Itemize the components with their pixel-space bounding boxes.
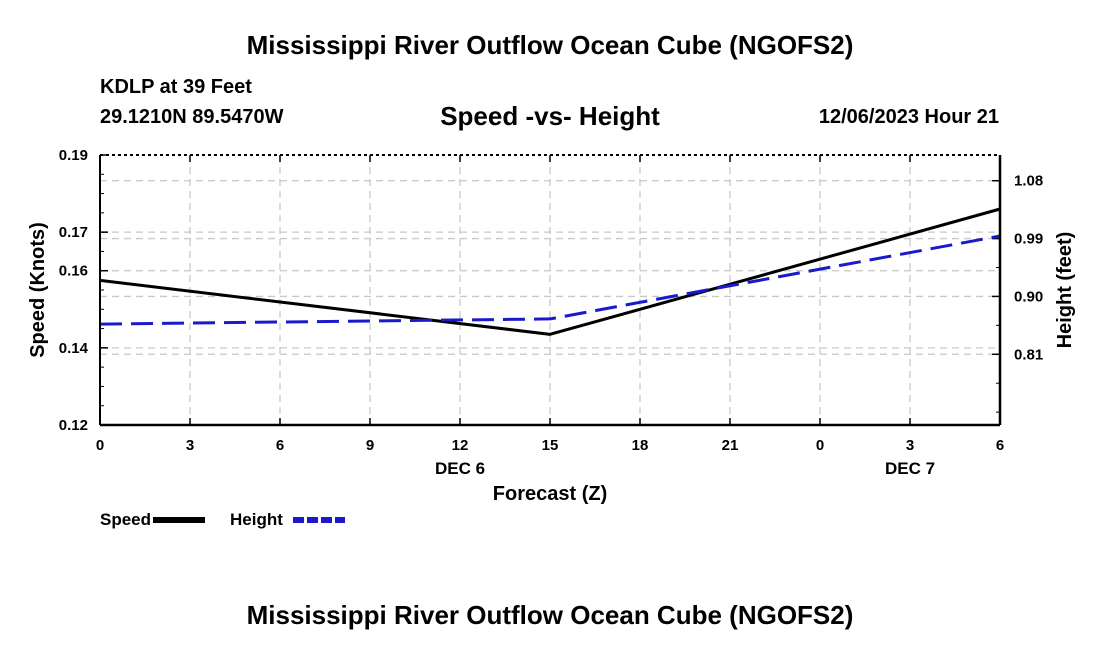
y-axis-title: Speed (Knots) [27, 222, 49, 358]
y-tick-label: 0.16 [59, 263, 88, 280]
y-tick-label: 0.14 [59, 340, 89, 357]
x-tick-label: 18 [632, 437, 649, 454]
station-label: KDLP at 39 Feet [100, 76, 252, 98]
x-tick-label: 6 [996, 437, 1004, 454]
x-tick-label: 3 [906, 437, 914, 454]
x-tick-label: 12 [452, 437, 469, 454]
date-label: DEC 7 [885, 459, 935, 478]
y2-tick-label: 0.90 [1014, 288, 1043, 305]
grid-lines [100, 155, 1000, 425]
x-tick-label: 6 [276, 437, 284, 454]
y2-tick-label: 0.81 [1014, 346, 1043, 363]
x-tick-label: 3 [186, 437, 194, 454]
x-tick-label: 21 [722, 437, 739, 454]
y-tick-label: 0.17 [59, 224, 88, 241]
x-axis-title: Forecast (Z) [493, 483, 607, 505]
y2-tick-label: 1.08 [1014, 173, 1043, 190]
x-tick-label: 15 [542, 437, 559, 454]
series-speed-line [99, 207, 1001, 336]
y2-axis-title: Height (feet) [1054, 232, 1076, 349]
speed-height-chart: 0 3 6 9 12 15 18 21 0 3 6 0.12 0.14 0.16 0.17 0.19 0.81 0… [27, 147, 1076, 529]
x-tick-label: 9 [366, 437, 374, 454]
y2-tick-label: 0.99 [1014, 231, 1043, 248]
legend: Speed Height [100, 510, 345, 529]
x-tick-label: 0 [96, 437, 104, 454]
legend-label-height: Height [230, 510, 283, 529]
x-tick-label: 0 [816, 437, 824, 454]
page-title-bottom: Mississippi River Outflow Ocean Cube (NG… [246, 600, 854, 630]
date-label: DEC 6 [435, 459, 485, 478]
page-title: Mississippi River Outflow Ocean Cube (NG… [246, 30, 854, 60]
station-coords: 29.1210N 89.5470W [100, 106, 284, 128]
chart-title: Speed -vs- Height [440, 101, 660, 131]
plot-frame [99, 154, 1002, 427]
y-tick-label: 0.19 [59, 147, 88, 164]
axis-labels: 0 3 6 9 12 15 18 21 0 3 6 0.12 0.14 0.16 0.17 0.19 0.81 0… [27, 147, 1076, 505]
series-lines [99, 207, 1001, 336]
series-height-line [99, 234, 1001, 326]
y-tick-label: 0.12 [59, 417, 88, 434]
forecast-timestamp: 12/06/2023 Hour 21 [818, 106, 999, 128]
legend-label-speed: Speed [100, 510, 151, 529]
